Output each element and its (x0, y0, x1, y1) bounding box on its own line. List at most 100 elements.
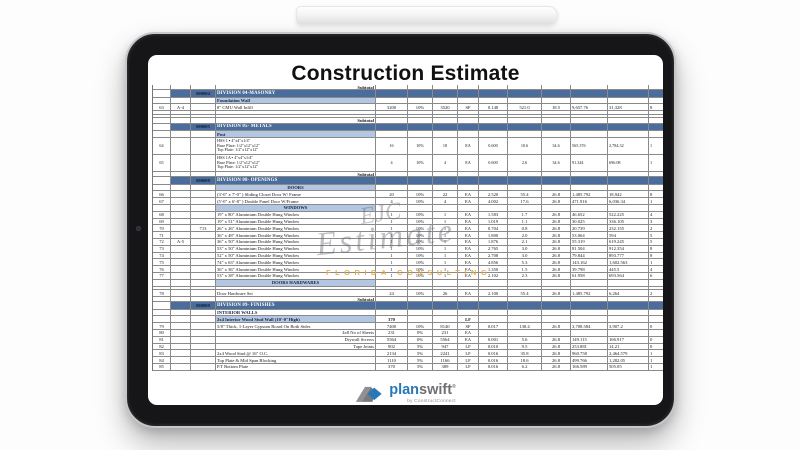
planswift-logo-icon (356, 386, 382, 402)
table-cell: 6 (649, 273, 663, 280)
table-row-subhead: Post (153, 131, 663, 138)
table-cell: 2134 (376, 350, 408, 358)
table-cell (171, 259, 191, 267)
table-cell: 5.6 (508, 336, 542, 344)
table-cell: 1.583 (479, 211, 508, 219)
table-cell (479, 85, 508, 91)
table-cell: 26 (433, 290, 458, 297)
table-cell (408, 90, 433, 98)
table-cell (191, 279, 216, 287)
table-cell: 68 (153, 211, 171, 219)
table-row-blank (153, 111, 663, 115)
table-cell (171, 218, 191, 226)
table-cell (479, 279, 508, 287)
table-cell: 4 (649, 212, 663, 219)
table-cell (376, 114, 408, 119)
table-cell (433, 171, 458, 178)
table-cell (376, 279, 408, 287)
table-cell: 1,602.563 (608, 259, 649, 267)
table-cell (542, 205, 571, 212)
table-cell (433, 316, 458, 324)
table-cell: 4 (376, 154, 408, 172)
table-cell (153, 97, 171, 105)
table-cell: 960.758 (571, 350, 608, 358)
table-cell: 0.704 (479, 225, 508, 233)
table-cell (608, 111, 649, 115)
table-cell (171, 225, 191, 233)
table-cell: 0% (408, 330, 433, 337)
table-cell: 18.6 (508, 357, 542, 365)
table-cell (571, 316, 608, 324)
table-cell: EA (458, 198, 479, 206)
table-row-item: 75 74" x 63" Aluminium Double Hung Window… (153, 259, 663, 267)
table-cell (649, 172, 663, 178)
table-cell: 91.344 (571, 154, 608, 172)
table-cell: 4.002 (479, 198, 508, 206)
planswift-wordmark: planswift® (389, 383, 456, 398)
table-cell (608, 316, 649, 324)
table-cell: 53" x 38" Aluminium Double Hung Window (216, 273, 376, 280)
table-cell (171, 330, 191, 337)
table-cell (376, 184, 408, 192)
table-cell: 10% (408, 225, 433, 233)
table-cell (191, 154, 216, 172)
table-cell: P.T Bottom Plate (216, 364, 376, 371)
table-cell: 1166 (433, 357, 458, 365)
table-row-item: 64 HSS 1 ▪ 4"x4"x1/4" Base Plate: 1/2"x12"… (153, 137, 663, 155)
table-cell (171, 177, 191, 185)
table-cell: 1 (376, 225, 408, 233)
tablet-frame: Construction Estimate Subtotal 000004 DIVI… (125, 32, 676, 428)
table-cell: 64 (153, 137, 171, 155)
table-cell (479, 111, 508, 115)
table-cell (508, 111, 542, 115)
table-cell (171, 85, 191, 91)
table-cell: 0.001 (479, 336, 508, 344)
table-cell: 85 (153, 364, 171, 371)
table-cell: 0 (649, 344, 663, 351)
table-cell (171, 114, 191, 119)
table-cell (571, 171, 608, 178)
table-cell: Subtotal (216, 296, 376, 303)
table-cell (608, 85, 649, 91)
table-cell (508, 184, 542, 192)
table-cell: 1 (376, 232, 408, 240)
table-cell (479, 286, 508, 291)
table-cell: 26.8 (542, 290, 571, 297)
table-cell: DIVISION 09- FINISHES (216, 302, 376, 310)
table-cell (191, 137, 216, 155)
table-cell: 26.8 (542, 252, 571, 260)
table-cell: 336.105 (608, 218, 649, 226)
table-cell: 26.8 (542, 357, 571, 365)
table-cell: 55.4 (508, 290, 542, 297)
table-row-item: 83 2x4 Wood Stud @ 16" O.C. 2134 5% 2241 LF 0.… (153, 350, 663, 358)
table-cell (608, 114, 649, 119)
table-cell (153, 316, 171, 324)
table-cell: EA (458, 252, 479, 260)
table-cell (408, 286, 433, 291)
table-cell: 2.102 (479, 273, 508, 280)
table-cell (408, 205, 433, 212)
table-cell (542, 309, 571, 317)
table-cell: 10% (408, 266, 433, 273)
table-cell: 22 (433, 191, 458, 199)
table-cell: 1 (433, 239, 458, 246)
table-cell: 53.064 (571, 232, 608, 240)
table-cell: 3520 (433, 104, 458, 112)
table-cell (191, 114, 216, 119)
table-row-subhead_plain: INTERIOR WALLS (153, 309, 663, 317)
table-cell (542, 90, 571, 98)
tablet-screen: Construction Estimate Subtotal 000004 DIVI… (148, 55, 663, 405)
table-cell (508, 177, 542, 185)
table-cell (571, 111, 608, 115)
table-cell: 55.319 (571, 239, 608, 246)
table-cell (376, 118, 408, 124)
table-cell (191, 104, 216, 112)
table-cell: 26.8 (542, 350, 571, 358)
table-cell: (3'-0" x 7'-0" ) Sliding Closet Door W/ … (216, 191, 376, 199)
table-cell (171, 350, 191, 358)
table-cell (608, 279, 649, 287)
table-row-item: 84 Top Plate & Mid Span Blocking 1110 5% 116… (153, 357, 663, 365)
table-cell: 24 (376, 290, 408, 297)
table-cell (408, 296, 433, 303)
table-cell: 1,485.792 (571, 290, 608, 297)
